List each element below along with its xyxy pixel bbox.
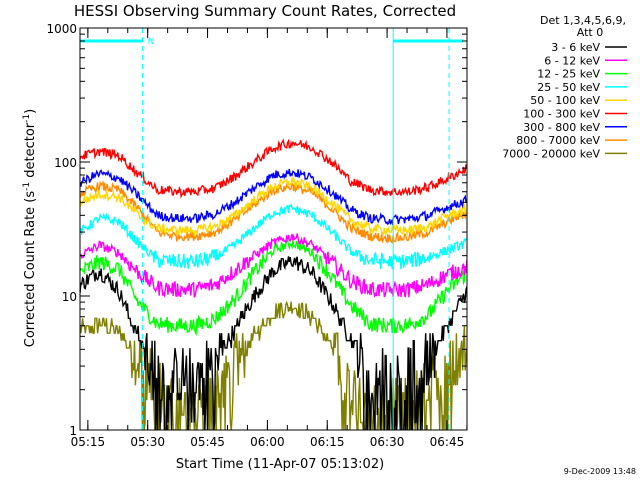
series-line-300-800-kev (80, 168, 467, 226)
x-tick-label: 05:15 (71, 435, 106, 449)
legend-header-detectors: Det 1,3,4,5,6,9, (540, 14, 626, 27)
legend-label: 3 - 6 keV (551, 41, 600, 54)
legend-label: 50 - 100 keV (530, 94, 600, 107)
y-axis-label-mid: detector (23, 122, 38, 182)
x-tick-label: 05:45 (190, 435, 225, 449)
y-tick-label: 10 (62, 290, 77, 304)
x-tick-label: 05:30 (130, 435, 165, 449)
series-line-25-50-kev (80, 203, 467, 270)
status-marker-n: N (148, 37, 155, 47)
x-tick-label: 06:30 (370, 435, 405, 449)
series-group (80, 138, 467, 430)
y-axis-label-exp2: -1 (22, 114, 32, 123)
plot-area: N 1 10 100 1000 05:15 05:30 05:45 06:00 06:15 06:3… (46, 22, 468, 449)
y-axis-label-end: ) (23, 109, 38, 114)
y-tick-label: 1000 (46, 22, 77, 36)
legend-header-attenuator: Att 0 (577, 26, 603, 39)
series-line-12-25-kev (80, 240, 467, 337)
legend-label: 800 - 7000 keV (516, 134, 600, 147)
series-line-800-7000-kev (80, 180, 467, 244)
chart-title: HESSI Observing Summary Count Rates, Cor… (74, 2, 456, 20)
legend-label: 6 - 12 keV (544, 54, 600, 67)
footer-date: 9-Dec-2009 13:48 (564, 467, 636, 476)
legend-label: 12 - 25 keV (537, 68, 600, 81)
series-line-7000-20000-kev (80, 300, 467, 430)
y-axis-label-main: Corrected Count Rate (s (23, 191, 38, 348)
legend-label: 100 - 300 keV (523, 108, 600, 121)
legend-label: 300 - 800 keV (523, 121, 600, 134)
series-line-100-300-kev (80, 138, 467, 199)
series-line-50-100-kev (80, 176, 467, 237)
y-tick-label: 100 (54, 156, 77, 170)
legend-label: 25 - 50 keV (537, 81, 600, 94)
x-tick-label: 06:45 (430, 435, 465, 449)
y-tick-label: 1 (69, 424, 77, 438)
y-axis-label-exp1: -1 (22, 182, 32, 191)
series-line-6-12-kev (80, 233, 467, 299)
plot-frame (79, 27, 468, 431)
y-axis-label: Corrected Count Rate (s-1 detector-1) (22, 109, 38, 347)
x-tick-label: 06:15 (310, 435, 345, 449)
x-axis-label: Start Time (11-Apr-07 05:13:02) (176, 457, 384, 472)
legend-label: 7000 - 20000 keV (502, 147, 600, 160)
series-line-3-6-kev (80, 256, 467, 430)
x-tick-label: 06:00 (250, 435, 285, 449)
